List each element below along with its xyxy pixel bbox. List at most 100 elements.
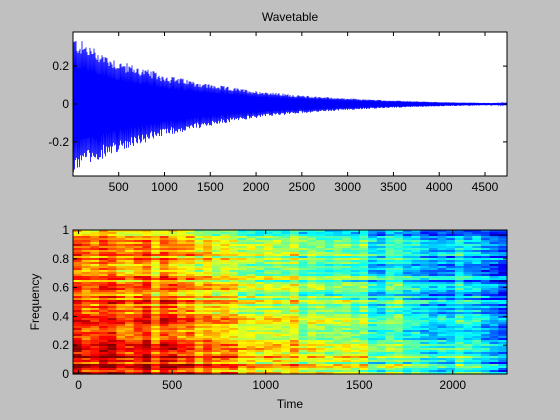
- spectrogram-cell: [290, 302, 300, 305]
- spectrogram-cell: [333, 256, 343, 259]
- spectrogram-cell: [116, 296, 126, 299]
- spectrogram-cell: [90, 314, 100, 317]
- spectrogram-cell: [81, 370, 91, 373]
- spectrogram-cell: [116, 264, 126, 267]
- spectrogram-cell: [420, 232, 430, 235]
- spectrogram-cell: [307, 308, 317, 311]
- spectrogram-cell: [324, 262, 334, 265]
- spectrogram-cell: [151, 348, 161, 351]
- spectrogram-cell: [246, 240, 256, 243]
- spectrogram-cell: [194, 348, 204, 351]
- spectrogram-cell: [480, 326, 491, 329]
- spectrogram-cell: [211, 244, 222, 247]
- spectrogram-cell: [454, 262, 465, 265]
- spectrogram-cell: [402, 288, 413, 291]
- spectrogram-cell: [402, 236, 413, 239]
- spectrogram-cell: [359, 268, 369, 271]
- spectrogram-cell: [307, 234, 317, 237]
- spectrogram-cell: [463, 302, 473, 305]
- spectrogram-cell: [99, 280, 109, 283]
- spectrogram-cell: [142, 328, 152, 331]
- spectrogram-cell: [107, 242, 117, 245]
- spectrogram-cell: [446, 280, 456, 283]
- spectrogram-cell: [411, 298, 421, 301]
- spectrogram-cell: [168, 234, 178, 237]
- spectrogram-cell: [333, 334, 343, 337]
- spectrogram-cell: [498, 296, 508, 299]
- spectrogram-cell: [359, 366, 369, 369]
- spectrogram-cell: [437, 370, 447, 373]
- spectrogram-cell: [81, 306, 91, 309]
- spectrogram-cell: [307, 358, 317, 361]
- spectrogram-cell: [237, 234, 248, 237]
- spectrogram-cell: [446, 296, 456, 299]
- spectrogram-cell: [133, 316, 144, 319]
- spectrogram-cell: [437, 326, 447, 329]
- spectrogram-cell: [73, 272, 83, 275]
- spectrogram-cell: [151, 298, 161, 301]
- spectrogram-cell: [151, 232, 161, 235]
- waveform-x-tick-label: 3500: [380, 180, 407, 194]
- spectrogram-cell: [246, 246, 256, 249]
- spectrogram-cell: [194, 370, 204, 373]
- spectrogram-cell: [368, 280, 378, 283]
- spectrogram-cell: [324, 328, 334, 331]
- spectrogram-cell: [220, 286, 230, 289]
- spectrogram-cell: [263, 310, 274, 313]
- spectrogram-cell: [151, 368, 161, 371]
- spectrogram-cell: [73, 336, 83, 339]
- spectrogram-cell: [463, 242, 473, 245]
- spectrogram-cell: [81, 282, 91, 285]
- spectrogram-cell: [90, 356, 100, 359]
- spectrogram-cell: [298, 318, 308, 321]
- spectrogram-cell: [220, 338, 230, 341]
- spectrogram-cell: [272, 240, 282, 243]
- spectrogram-cell: [298, 282, 308, 285]
- spectrogram-cell: [385, 338, 395, 341]
- spectrogram-cell: [159, 232, 170, 235]
- spectrogram-cell: [194, 352, 204, 355]
- spectrogram-cell: [142, 352, 152, 355]
- spectrogram-cell: [394, 296, 404, 299]
- spectrogram-cell: [90, 230, 100, 233]
- spectrogram-cell: [307, 360, 317, 363]
- spectrogram-cell: [359, 254, 369, 257]
- spectrogram-cell: [142, 302, 152, 305]
- spectrogram-cell: [437, 242, 447, 245]
- spectrogram-cell: [498, 344, 508, 347]
- spectrogram-cell: [194, 328, 204, 331]
- spectrogram-cell: [73, 298, 83, 301]
- spectrogram-cell: [177, 278, 187, 281]
- spectrogram-cell: [281, 260, 291, 263]
- spectrogram-cell: [489, 306, 499, 309]
- spectrogram-cell: [142, 332, 152, 335]
- spectrogram-cell: [420, 278, 430, 281]
- spectrogram-cell: [159, 340, 170, 343]
- spectrogram-cell: [463, 232, 473, 235]
- spectrogram-cell: [255, 276, 265, 279]
- spectrogram-cell: [376, 294, 387, 297]
- spectrogram-cell: [428, 252, 439, 255]
- spectrogram-cell: [125, 340, 135, 343]
- spectrogram-cell: [168, 292, 178, 295]
- spectrogram-cell: [437, 252, 447, 255]
- spectrogram-cell: [194, 368, 204, 371]
- spectrogram-cell: [420, 292, 430, 295]
- spectrogram-cell: [489, 292, 499, 295]
- spectrogram-cell: [185, 306, 196, 309]
- spectrogram-cell: [263, 350, 274, 353]
- spectrogram-cell: [402, 292, 413, 295]
- spectrogram-cell: [394, 326, 404, 329]
- spectrogram-cell: [73, 248, 83, 251]
- spectrogram-cell: [229, 338, 239, 341]
- spectrogram-cell: [246, 262, 256, 265]
- spectrogram-cell: [90, 334, 100, 337]
- spectrogram-cell: [229, 254, 239, 257]
- spectrogram-cell: [307, 246, 317, 249]
- spectrogram-cell: [151, 236, 161, 239]
- spectrogram-cell: [159, 326, 170, 329]
- spectrogram-cell: [446, 302, 456, 305]
- spectrogram-cell: [342, 288, 352, 291]
- spectrogram-cell: [272, 322, 282, 325]
